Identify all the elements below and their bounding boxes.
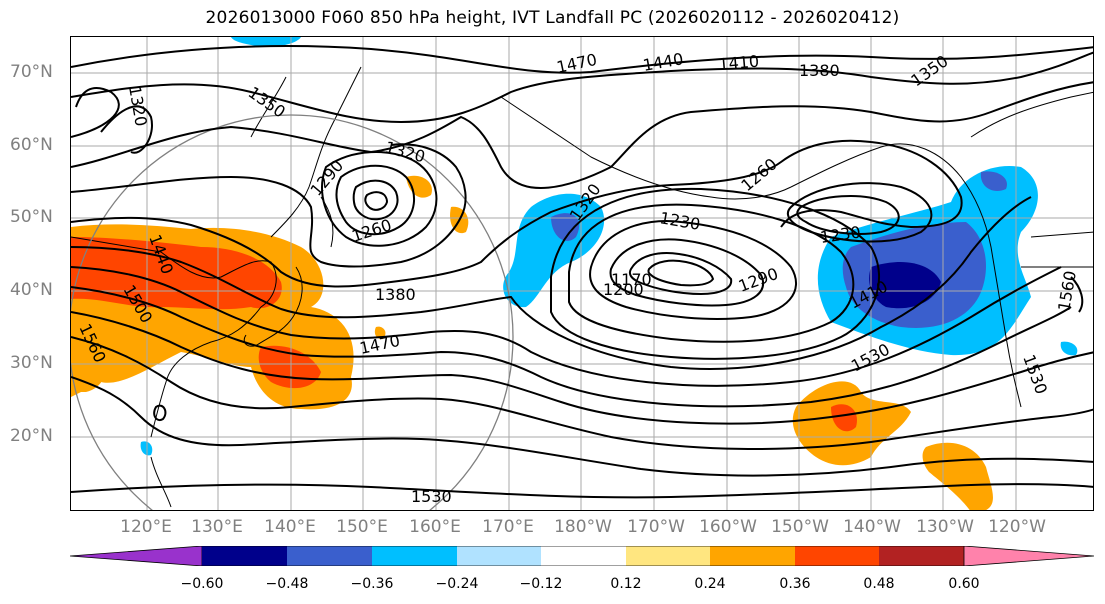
colorbar-tick: −0.48	[265, 576, 309, 592]
lon-label: 120°E	[120, 517, 172, 537]
lon-label: 140°E	[264, 517, 316, 537]
colorbar-segment	[287, 546, 372, 566]
colorbar-tick: −0.12	[519, 576, 563, 592]
colorbar-tick: 0.48	[863, 576, 895, 592]
lon-label: 160°W	[699, 517, 757, 537]
map-canvas: 1470 1440 1410 1380 1350 1320 1350 1320 …	[71, 37, 1093, 510]
colorbar-tick: 0.60	[948, 576, 980, 592]
colorbar-tick: 0.36	[779, 576, 811, 592]
colorbar-segment	[963, 546, 1094, 566]
ivt-shading-subtropics	[140, 381, 993, 510]
lon-label: 170°E	[482, 517, 534, 537]
contour-labels: 1470 1440 1410 1380 1350 1320 1350 1320 …	[75, 49, 1080, 506]
map-panel[interactable]: 1470 1440 1410 1380 1350 1320 1350 1320 …	[70, 36, 1094, 511]
lat-label-40n: 40°N	[10, 280, 53, 300]
colorbar-segment	[202, 546, 287, 566]
contour-label: 1530	[1019, 352, 1051, 397]
contour-label: 1560	[1054, 269, 1080, 312]
colorbar-tick: 0.24	[694, 576, 726, 592]
lon-label: 180°W	[554, 517, 612, 537]
lon-label: 170°W	[627, 517, 685, 537]
contour-label: 1260	[349, 215, 394, 246]
contour-label: 1260	[737, 154, 780, 195]
contour-label: 1410	[718, 52, 760, 74]
lon-label: 130°E	[191, 517, 243, 537]
colorbar-segment	[372, 546, 457, 566]
contour-label: 1380	[799, 61, 840, 80]
colorbar	[70, 546, 1094, 566]
colorbar-segment	[541, 546, 626, 566]
colorbar-tick: −0.36	[350, 576, 394, 592]
contour-label: 1320	[383, 138, 427, 167]
lon-label: 120°W	[988, 517, 1046, 537]
colorbar-segment	[710, 546, 795, 566]
lon-label: 130°W	[916, 517, 974, 537]
map-title: 2026013000 F060 850 hPa height, IVT Land…	[205, 8, 900, 28]
ivt-shading-east	[817, 166, 1078, 356]
colorbar-segment	[626, 546, 710, 566]
lon-label: 160°E	[409, 517, 461, 537]
colorbar-segment	[457, 546, 541, 566]
lat-label-20n: 20°N	[10, 426, 53, 446]
lon-label: 150°E	[336, 517, 388, 537]
contour-label: 1230	[658, 208, 701, 234]
colorbar-tick: 0.12	[610, 576, 642, 592]
colorbar-tick: −0.24	[435, 576, 479, 592]
lat-label-50n: 50°N	[10, 207, 53, 227]
lon-label: 140°W	[843, 517, 901, 537]
contour-label: 1380	[375, 285, 416, 304]
height-contours	[71, 45, 1093, 499]
range-circle	[71, 114, 514, 510]
colorbar-segment	[70, 546, 203, 566]
colorbar-segment	[795, 546, 879, 566]
lat-label-30n: 30°N	[10, 353, 53, 373]
contour-label: 1530	[411, 487, 452, 506]
colorbar-segment	[879, 546, 964, 566]
colorbar-tick: −0.60	[180, 576, 224, 592]
contour-label: 1470	[358, 331, 402, 358]
lon-label: 150°W	[771, 517, 829, 537]
lat-label-60n: 60°N	[10, 135, 53, 155]
contour-label: 1200	[603, 280, 644, 299]
contour-label: 1170	[611, 270, 652, 289]
lat-label-70n: 70°N	[10, 62, 53, 82]
contour-label: 1530	[848, 340, 893, 376]
